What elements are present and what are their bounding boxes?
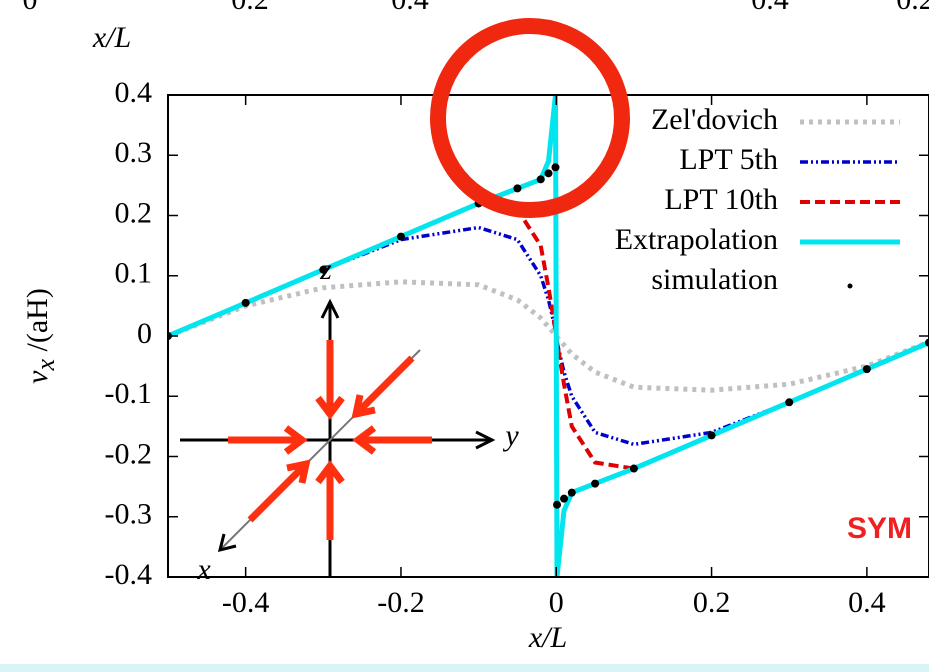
data-point xyxy=(396,232,405,241)
legend: Zel'dovich LPT 5th LPT 10th Extrapolation si… xyxy=(615,103,900,296)
y-tick-label: 0.4 xyxy=(115,76,153,109)
plot-area xyxy=(168,95,929,577)
y-tick-label: 0.2 xyxy=(115,196,153,229)
inset-label: z xyxy=(319,253,332,286)
series-line xyxy=(168,225,929,447)
data-point xyxy=(560,494,569,503)
data-point xyxy=(544,169,553,178)
upper-tick-label: 0.2 xyxy=(896,0,929,16)
data-point xyxy=(591,479,600,488)
legend-swatch xyxy=(847,283,853,289)
inset-label: y xyxy=(502,419,519,452)
y-axis-label: vx /(aH) xyxy=(21,288,60,384)
data-point xyxy=(553,500,562,509)
x-tick-label: 0.2 xyxy=(693,586,731,619)
data-point xyxy=(513,184,522,193)
legend-label: Zel'dovich xyxy=(651,103,778,136)
legend-label: LPT 5th xyxy=(679,143,778,176)
y-tick-label: -0.4 xyxy=(105,558,153,591)
x-tick-label: -0.4 xyxy=(222,586,270,619)
series-line xyxy=(168,279,929,393)
x-tick-label: -0.2 xyxy=(377,586,425,619)
data-point xyxy=(536,175,545,184)
legend-label: LPT 10th xyxy=(664,183,778,216)
x-tick-label: 0 xyxy=(549,586,564,619)
y-tick-label: 0 xyxy=(137,317,152,350)
inset-label: x xyxy=(196,553,211,586)
y-label-base: v xyxy=(21,370,54,384)
y-tick-label: 0.1 xyxy=(115,257,153,290)
data-point xyxy=(551,163,560,172)
y-tick-label: -0.3 xyxy=(105,498,153,531)
bottom-strip xyxy=(0,664,929,672)
upper-tick-label: 0 xyxy=(23,0,38,16)
data-point xyxy=(629,464,638,473)
annotation: SYM xyxy=(847,512,912,545)
y-tick-label: -0.2 xyxy=(105,437,153,470)
legend-label: simulation xyxy=(651,263,778,296)
upper-tick-label: 0.4 xyxy=(751,0,789,16)
upper-xlabel: x/L xyxy=(92,21,131,54)
y-label-sub: x xyxy=(31,359,60,372)
data-point xyxy=(567,488,576,497)
data-point xyxy=(707,431,716,440)
inset-diagram: z y x xyxy=(180,253,519,586)
highlight-circle xyxy=(430,18,630,218)
inset-arrow xyxy=(217,533,237,553)
data-point xyxy=(319,265,328,274)
data-point xyxy=(785,398,794,407)
data-point xyxy=(241,298,250,307)
y-label-rest: /(aH) xyxy=(21,288,54,359)
upper-tick-label: 0.2 xyxy=(231,0,269,16)
inset-arrow xyxy=(475,430,496,450)
y-tick-label: 0.3 xyxy=(115,136,153,169)
y-tick-label: -0.1 xyxy=(105,377,153,410)
legend-label: Extrapolation xyxy=(615,223,778,256)
inset-arrow xyxy=(320,298,340,319)
x-tick-label: 0.4 xyxy=(848,586,886,619)
upper-tick-label: 0.4 xyxy=(391,0,429,16)
series-line xyxy=(168,95,929,577)
data-point xyxy=(862,365,871,374)
x-axis-label: x/L xyxy=(528,621,567,654)
